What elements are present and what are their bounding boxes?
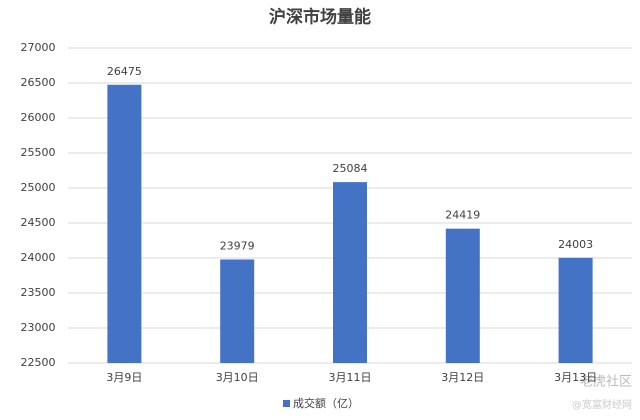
y-tick-label: 23500 <box>21 286 56 299</box>
x-tick-label: 3月9日 <box>106 371 142 384</box>
y-tick-label: 26000 <box>21 111 56 124</box>
y-tick-label: 22500 <box>21 356 56 369</box>
x-tick-label: 3月12日 <box>441 371 484 384</box>
bar <box>333 182 367 363</box>
y-tick-label: 23000 <box>21 321 56 334</box>
y-tick-label: 25500 <box>21 146 56 159</box>
data-label: 24003 <box>558 238 593 251</box>
bar <box>107 84 142 363</box>
data-label: 23979 <box>220 239 255 252</box>
chart-title: 沪深市场量能 <box>269 7 371 28</box>
y-tick-label: 26500 <box>21 76 56 89</box>
x-tick-label: 3月11日 <box>329 371 372 384</box>
bar <box>220 259 255 363</box>
y-tick-label: 24000 <box>21 251 56 264</box>
bar <box>445 228 480 363</box>
watermark: 老虎社区 <box>580 374 632 390</box>
data-label: 26475 <box>107 65 142 78</box>
data-label: 24419 <box>445 209 480 222</box>
x-tick-label: 3月10日 <box>216 371 259 384</box>
legend-label: 成交额（亿） <box>293 396 359 410</box>
watermark: @宽富财经网 <box>572 398 632 411</box>
legend-swatch <box>283 400 290 407</box>
x-tick-label: 3月13日 <box>554 371 597 384</box>
y-tick-label: 24500 <box>21 216 56 229</box>
y-tick-label: 27000 <box>21 41 56 54</box>
y-tick-label: 25000 <box>21 181 56 194</box>
data-label: 25084 <box>333 162 368 175</box>
bar <box>558 257 593 363</box>
